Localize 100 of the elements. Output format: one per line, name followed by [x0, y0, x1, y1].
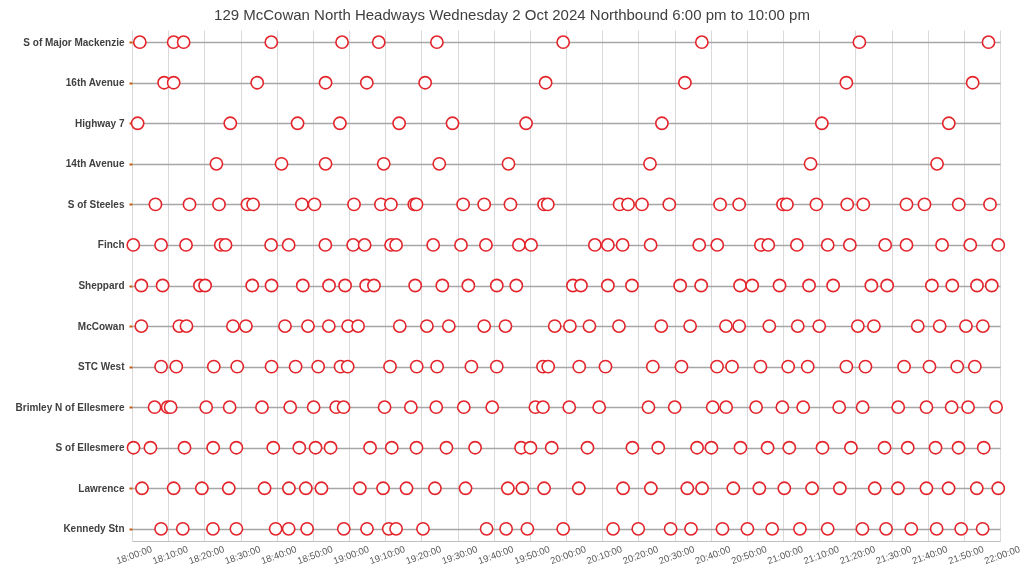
point [556, 35, 571, 50]
point [749, 400, 764, 415]
point [154, 359, 168, 374]
point [961, 400, 976, 415]
point [134, 319, 149, 333]
point [477, 197, 492, 212]
point [426, 238, 441, 252]
point [571, 481, 586, 496]
point [268, 521, 283, 536]
point [600, 238, 615, 252]
point [929, 521, 944, 536]
point [351, 319, 366, 333]
point [134, 278, 149, 293]
point [520, 521, 535, 536]
point [298, 481, 313, 496]
point [537, 481, 552, 496]
point [301, 319, 315, 333]
point [641, 400, 656, 415]
point [802, 278, 816, 293]
y-tick-label: S of Major Mackenzie [23, 36, 125, 48]
point [975, 319, 990, 333]
point [392, 116, 407, 131]
point [777, 481, 792, 496]
point [877, 440, 892, 455]
point [580, 440, 595, 455]
point [338, 278, 353, 293]
point [793, 521, 807, 536]
point [775, 400, 790, 415]
point [294, 197, 309, 212]
y-tick-label: STC West [78, 361, 126, 373]
point [266, 440, 281, 455]
point [643, 156, 657, 171]
point [582, 319, 597, 333]
point [612, 319, 626, 333]
point [501, 156, 516, 171]
point [321, 319, 336, 333]
point [230, 359, 245, 374]
y-tick-label: Sheppard [78, 280, 125, 291]
point [274, 156, 289, 171]
point [335, 35, 349, 50]
point [456, 400, 471, 415]
point [695, 481, 709, 496]
point [428, 481, 442, 496]
point [815, 440, 830, 455]
point [880, 278, 895, 293]
point [663, 521, 678, 536]
point [283, 400, 298, 415]
point [587, 238, 602, 252]
point [855, 400, 870, 415]
point [318, 75, 333, 90]
point [175, 521, 190, 536]
point [409, 440, 424, 455]
point [917, 197, 932, 212]
point [726, 481, 741, 496]
point [281, 521, 296, 536]
point [155, 278, 170, 293]
point [435, 278, 450, 293]
y-tick-label: 16th Avenue [65, 77, 125, 89]
point [820, 238, 835, 252]
point [761, 238, 776, 252]
point [745, 278, 760, 293]
point [314, 481, 329, 496]
point [357, 238, 372, 252]
point [878, 238, 893, 252]
point [154, 238, 168, 252]
point [454, 238, 468, 252]
y-tick-label: Kennedy Stn [63, 523, 125, 535]
point [733, 278, 747, 293]
point [615, 238, 630, 252]
point [461, 278, 476, 293]
point [135, 481, 149, 496]
point [245, 278, 260, 293]
point [439, 440, 454, 455]
point [840, 197, 855, 212]
point [935, 238, 949, 252]
point [715, 521, 730, 536]
point [409, 359, 424, 374]
point [519, 116, 533, 131]
point [899, 197, 914, 212]
y-tick-label: Lawrence [78, 482, 125, 494]
point [399, 481, 414, 496]
point [844, 440, 858, 455]
point [223, 116, 238, 131]
point [547, 319, 562, 333]
point [621, 197, 635, 212]
point [562, 400, 577, 415]
point [839, 359, 854, 374]
point [307, 197, 322, 212]
point [544, 440, 559, 455]
point [222, 400, 237, 415]
point [536, 400, 550, 415]
point [654, 319, 669, 333]
point [572, 359, 587, 374]
point [789, 238, 804, 252]
point [625, 278, 639, 293]
point [752, 481, 767, 496]
point [839, 75, 854, 90]
point [965, 75, 980, 90]
point [991, 481, 1006, 496]
point [311, 359, 326, 374]
